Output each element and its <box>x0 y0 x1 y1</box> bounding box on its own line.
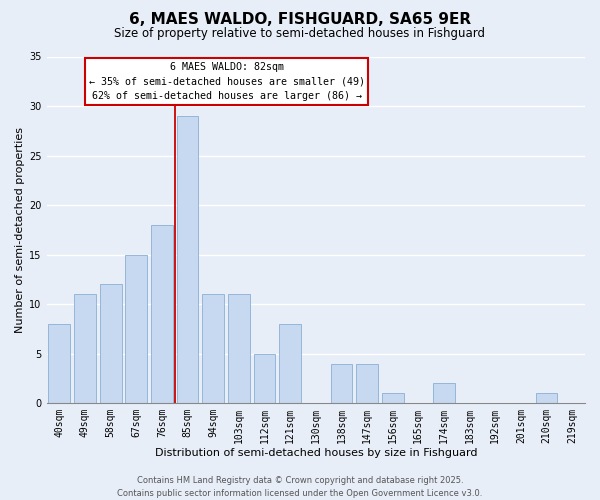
Text: 6 MAES WALDO: 82sqm
← 35% of semi-detached houses are smaller (49)
62% of semi-d: 6 MAES WALDO: 82sqm ← 35% of semi-detach… <box>89 62 365 102</box>
Bar <box>433 384 455 403</box>
Bar <box>100 284 122 403</box>
Bar <box>536 394 557 403</box>
X-axis label: Distribution of semi-detached houses by size in Fishguard: Distribution of semi-detached houses by … <box>155 448 477 458</box>
Bar <box>279 324 301 403</box>
Bar <box>125 254 147 403</box>
Bar <box>151 225 173 403</box>
Bar <box>176 116 199 403</box>
Bar <box>202 294 224 403</box>
Y-axis label: Number of semi-detached properties: Number of semi-detached properties <box>15 127 25 333</box>
Text: Contains HM Land Registry data © Crown copyright and database right 2025.
Contai: Contains HM Land Registry data © Crown c… <box>118 476 482 498</box>
Bar <box>74 294 96 403</box>
Bar <box>49 324 70 403</box>
Bar <box>356 364 378 403</box>
Bar <box>228 294 250 403</box>
Bar <box>382 394 404 403</box>
Text: 6, MAES WALDO, FISHGUARD, SA65 9ER: 6, MAES WALDO, FISHGUARD, SA65 9ER <box>129 12 471 28</box>
Bar <box>331 364 352 403</box>
Bar <box>254 354 275 403</box>
Text: Size of property relative to semi-detached houses in Fishguard: Size of property relative to semi-detach… <box>115 28 485 40</box>
